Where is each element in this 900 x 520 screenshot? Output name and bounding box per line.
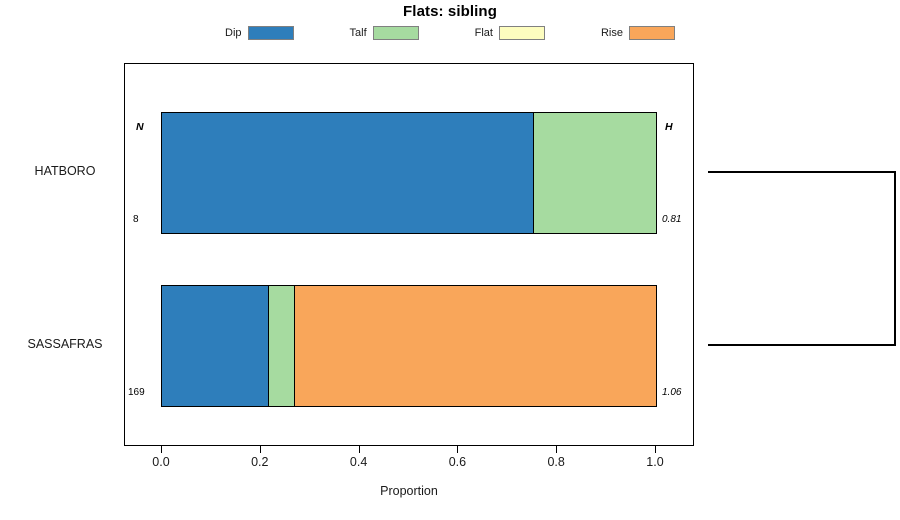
x-axis: 0.0 0.2 0.4 0.6 0.8 1.0 (124, 446, 694, 469)
table-row[interactable] (161, 285, 657, 407)
legend-item-label: Talf (349, 27, 367, 39)
x-axis-tick (358, 446, 360, 453)
bar-segment-talf[interactable] (268, 286, 295, 406)
bar-segment-rise[interactable] (294, 286, 656, 406)
chart-legend: Dip Talf Flat Rise (225, 24, 675, 42)
x-axis-tick (457, 446, 459, 453)
legend-item-flat[interactable]: Flat (475, 26, 545, 40)
annotation-n-value: 8 (133, 214, 139, 225)
legend-item-dip[interactable]: Dip (225, 26, 294, 40)
legend-item-rise[interactable]: Rise (601, 26, 675, 40)
x-axis-tick (655, 446, 656, 453)
annotation-h-value: 0.81 (662, 214, 682, 225)
dendrogram-merge-node (894, 171, 896, 346)
annotation-h-value: 1.06 (662, 387, 682, 398)
annotation-h-header: H (665, 121, 673, 133)
legend-swatch-rise (629, 26, 675, 40)
x-axis-tick (259, 446, 261, 453)
x-axis-tick-label: 0.8 (547, 455, 565, 469)
dendrogram-branch-sassafras (708, 344, 896, 346)
x-axis-tick-label: 0.2 (251, 455, 269, 469)
legend-item-label: Rise (600, 27, 623, 39)
x-axis-tick-label: 0.0 (152, 455, 170, 469)
bar-segment-dip[interactable] (162, 113, 533, 233)
legend-item-talf[interactable]: Talf (350, 26, 419, 40)
legend-swatch-dip (247, 26, 294, 40)
page-title: Flats: sibling (403, 3, 497, 20)
y-axis-label-sassafras: SASSAFRAS (27, 337, 103, 351)
dendrogram-branch-hatboro (708, 171, 896, 173)
x-axis-tick-label: 0.6 (448, 455, 467, 469)
legend-item-label: Flat (474, 27, 493, 39)
bar-segment-talf[interactable] (532, 113, 656, 233)
bar-segment-dip[interactable] (162, 286, 269, 406)
dendrogram (705, 63, 900, 446)
annotation-n-header: N (136, 121, 144, 133)
x-axis-tick (161, 446, 162, 453)
table-row[interactable] (161, 112, 657, 234)
legend-swatch-flat (498, 26, 545, 40)
x-axis-tick-label: 0.4 (349, 455, 368, 469)
x-axis-tick-label: 1.0 (646, 455, 664, 469)
x-axis-tick (556, 446, 558, 453)
x-axis-title: Proportion (380, 484, 438, 498)
y-axis-label-hatboro: HATBORO (34, 164, 96, 178)
annotation-n-value: 169 (128, 387, 145, 398)
legend-item-label: Dip (225, 27, 242, 39)
legend-swatch-talf (372, 26, 419, 40)
